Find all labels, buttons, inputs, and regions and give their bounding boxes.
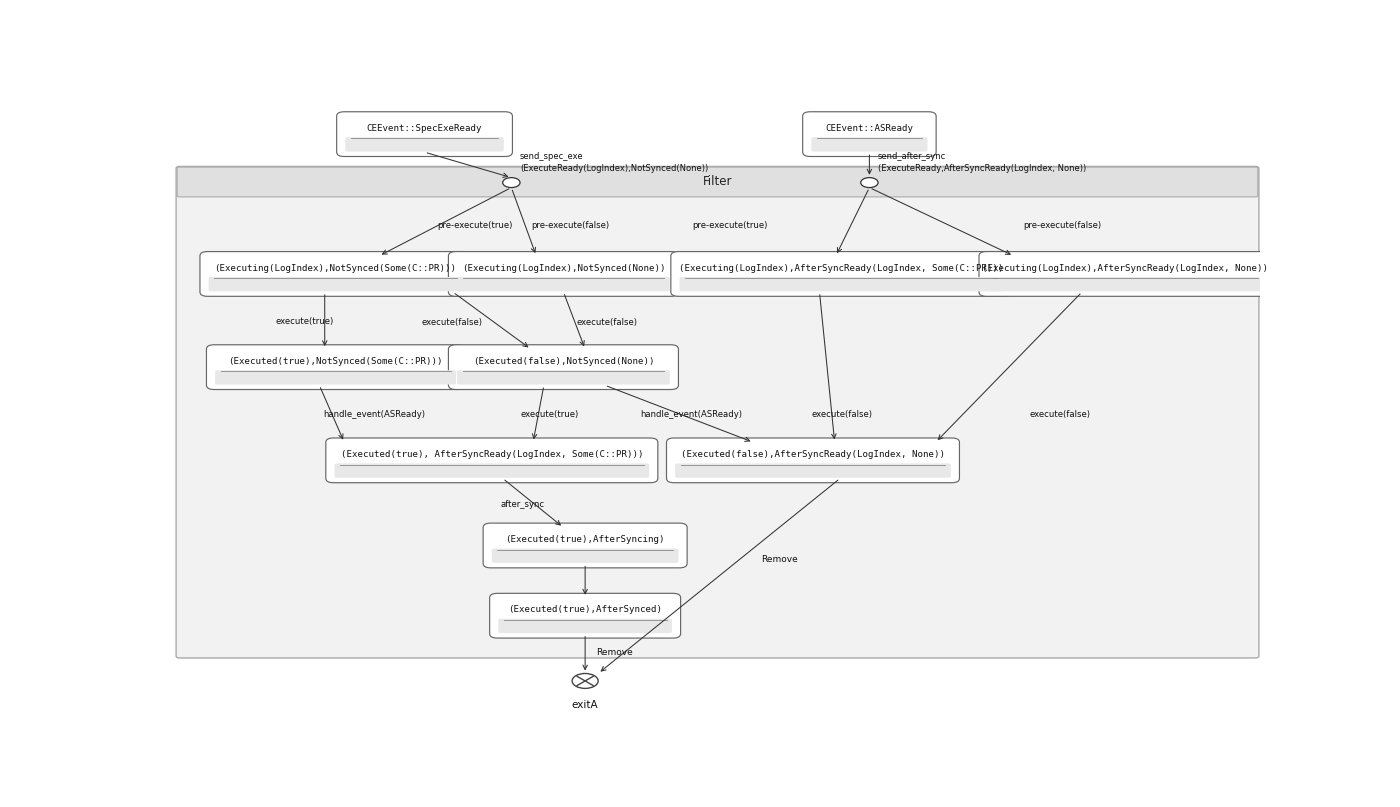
Text: Remove: Remove: [596, 649, 633, 658]
FancyBboxPatch shape: [675, 463, 951, 478]
Text: (Executing(LogIndex),NotSynced(None)): (Executing(LogIndex),NotSynced(None)): [462, 264, 665, 273]
FancyBboxPatch shape: [448, 252, 679, 296]
FancyBboxPatch shape: [498, 619, 672, 633]
Text: pre-execute(false): pre-execute(false): [1023, 221, 1102, 230]
Text: execute(false): execute(false): [577, 318, 637, 327]
Text: send_after_sync
(ExecuteReady,AfterSyncReady(LogIndex, None)): send_after_sync (ExecuteReady,AfterSyncR…: [878, 152, 1086, 174]
Text: execute(false): execute(false): [1030, 411, 1091, 420]
FancyBboxPatch shape: [802, 111, 937, 157]
Circle shape: [503, 178, 519, 187]
Text: (Executed(true),NotSynced(Some(C::PR))): (Executed(true),NotSynced(Some(C::PR))): [228, 357, 442, 366]
Text: CEEvent::SpecExeReady: CEEvent::SpecExeReady: [367, 123, 482, 133]
Text: handle_event(ASReady): handle_event(ASReady): [640, 411, 742, 420]
FancyBboxPatch shape: [178, 167, 1257, 197]
FancyBboxPatch shape: [335, 463, 650, 478]
Text: pre-execute(false): pre-execute(false): [531, 221, 609, 230]
FancyBboxPatch shape: [671, 252, 1012, 296]
FancyBboxPatch shape: [336, 111, 512, 157]
FancyBboxPatch shape: [206, 345, 465, 390]
Text: exitA: exitA: [571, 700, 598, 709]
Text: handle_event(ASReady): handle_event(ASReady): [323, 411, 426, 420]
Text: execute(false): execute(false): [421, 318, 482, 327]
Text: send_spec_exe
(ExecuteReady(LogIndex),NotSynced(None)): send_spec_exe (ExecuteReady(LogIndex),No…: [519, 152, 708, 174]
FancyBboxPatch shape: [176, 166, 1259, 658]
FancyBboxPatch shape: [448, 345, 679, 390]
FancyBboxPatch shape: [666, 438, 959, 483]
Text: (Executed(true),AfterSyncing): (Executed(true),AfterSyncing): [505, 535, 665, 544]
Text: after_sync: after_sync: [501, 500, 545, 509]
Text: execute(false): execute(false): [812, 411, 872, 420]
FancyBboxPatch shape: [979, 252, 1273, 296]
FancyBboxPatch shape: [456, 370, 669, 385]
Text: (Executed(false),AfterSyncReady(LogIndex, None)): (Executed(false),AfterSyncReady(LogIndex…: [680, 450, 945, 459]
FancyBboxPatch shape: [346, 137, 504, 152]
Text: (Executed(true), AfterSyncReady(LogIndex, Some(C::PR))): (Executed(true), AfterSyncReady(LogIndex…: [340, 450, 643, 459]
Text: (Executing(LogIndex),AfterSyncReady(LogIndex, Some(C::PR))): (Executing(LogIndex),AfterSyncReady(LogI…: [679, 264, 1004, 273]
Text: CEEvent::ASReady: CEEvent::ASReady: [826, 123, 913, 133]
FancyBboxPatch shape: [209, 277, 462, 291]
FancyBboxPatch shape: [987, 277, 1263, 291]
Text: (Executed(false),NotSynced(None)): (Executed(false),NotSynced(None)): [473, 357, 654, 366]
Text: Remove: Remove: [762, 555, 798, 564]
Text: (Executing(LogIndex),AfterSyncReady(LogIndex, None)): (Executing(LogIndex),AfterSyncReady(LogI…: [983, 264, 1268, 273]
FancyBboxPatch shape: [483, 523, 687, 568]
FancyBboxPatch shape: [491, 549, 679, 563]
FancyBboxPatch shape: [456, 277, 669, 291]
FancyBboxPatch shape: [490, 593, 680, 638]
Text: execute(true): execute(true): [276, 317, 335, 326]
Text: execute(true): execute(true): [521, 411, 578, 420]
Text: (Executing(LogIndex),NotSynced(Some(C::PR))): (Executing(LogIndex),NotSynced(Some(C::P…: [214, 264, 456, 273]
Text: Filter: Filter: [703, 175, 732, 189]
Circle shape: [861, 178, 878, 187]
Text: pre-execute(true): pre-execute(true): [692, 221, 767, 230]
FancyBboxPatch shape: [200, 252, 472, 296]
Text: pre-execute(true): pre-execute(true): [438, 221, 512, 230]
FancyBboxPatch shape: [679, 277, 1002, 291]
FancyBboxPatch shape: [812, 137, 927, 152]
Text: (Executed(true),AfterSynced): (Executed(true),AfterSynced): [508, 605, 662, 614]
FancyBboxPatch shape: [326, 438, 658, 483]
Circle shape: [573, 674, 598, 688]
FancyBboxPatch shape: [216, 370, 456, 385]
